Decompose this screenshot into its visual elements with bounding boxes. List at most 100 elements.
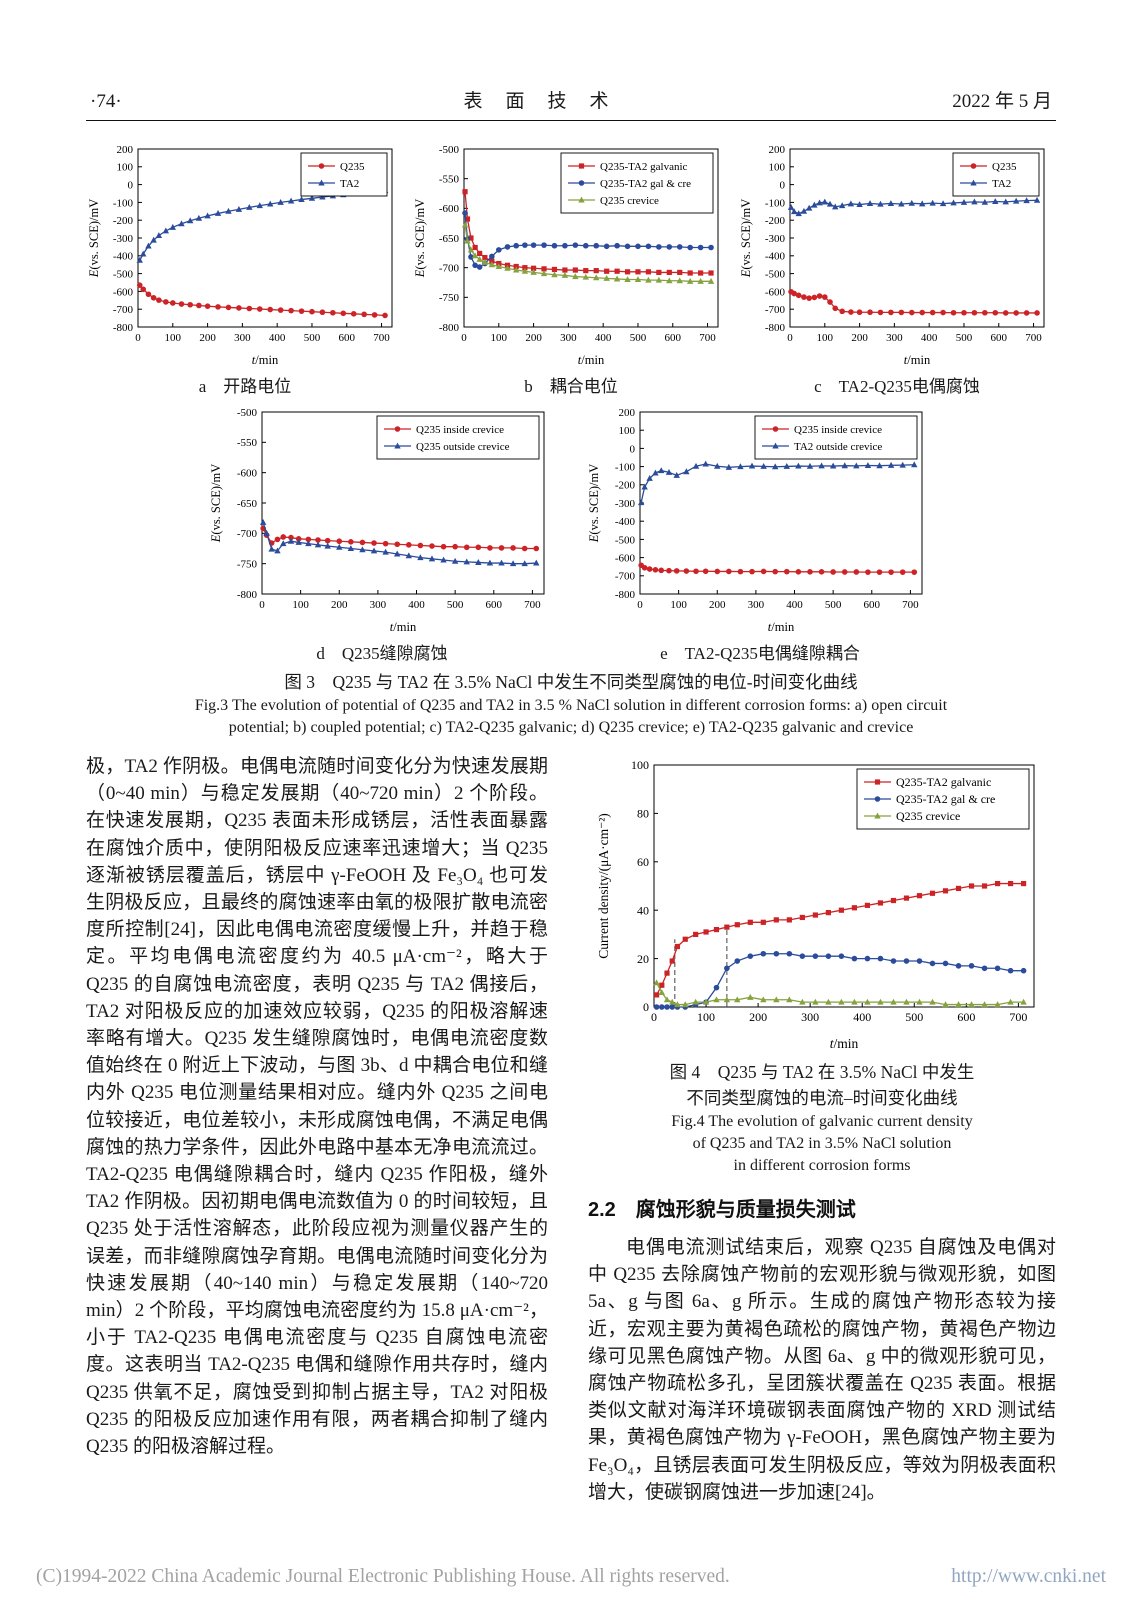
svg-text:-800: -800 bbox=[615, 589, 636, 601]
svg-text:700: 700 bbox=[1009, 1010, 1027, 1024]
svg-text:700: 700 bbox=[699, 332, 716, 344]
svg-text:-800: -800 bbox=[439, 322, 460, 334]
svg-text:-400: -400 bbox=[615, 516, 636, 528]
svg-text:t/min: t/min bbox=[252, 353, 279, 367]
coupled-potential-chart: 0 100 200 300 400 500 600 700 -500 -550 -600 -650 -7… bbox=[413, 144, 719, 367]
svg-text:-800: -800 bbox=[765, 322, 786, 334]
svg-text:-700: -700 bbox=[237, 528, 258, 540]
svg-text:200: 200 bbox=[709, 599, 726, 611]
svg-text:100: 100 bbox=[817, 332, 834, 344]
svg-text:200: 200 bbox=[851, 332, 868, 344]
svg-text:-200: -200 bbox=[615, 480, 636, 492]
svg-text:t/min: t/min bbox=[904, 353, 931, 367]
svg-text:0: 0 bbox=[643, 1000, 649, 1014]
svg-text:Q235 crevice: Q235 crevice bbox=[600, 195, 659, 207]
svg-text:-300: -300 bbox=[615, 498, 636, 510]
svg-text:E(vs. SCE)/mV: E(vs. SCE)/mV bbox=[209, 464, 223, 543]
svg-text:-550: -550 bbox=[439, 174, 460, 186]
svg-text:-800: -800 bbox=[237, 589, 258, 601]
svg-text:0: 0 bbox=[651, 1010, 657, 1024]
svg-text:-700: -700 bbox=[765, 304, 786, 316]
svg-text:-500: -500 bbox=[765, 268, 786, 280]
figure3-chart-d: 0 100 200 300 400 500 600 700 -500 -550 -600 -650 -7… bbox=[208, 404, 556, 663]
svg-text:600: 600 bbox=[864, 599, 881, 611]
svg-text:Q235 crevice: Q235 crevice bbox=[896, 809, 960, 823]
chart-sublabel-d: d Q235缝隙腐蚀 bbox=[316, 644, 448, 663]
svg-text:0: 0 bbox=[128, 179, 134, 191]
chart-sublabel-e: e TA2-Q235电偶缝隙耦合 bbox=[660, 644, 860, 663]
svg-text:200: 200 bbox=[769, 144, 786, 156]
svg-text:60: 60 bbox=[637, 855, 649, 869]
svg-text:0: 0 bbox=[259, 599, 265, 611]
figure4-caption-cn-line1: 图 4 Q235 与 TA2 在 3.5% NaCl 中发生 bbox=[669, 1062, 975, 1082]
ta2-q235-galvanic-chart: 0 100 200 300 400 500 600 700 200 100 0 -100 -200 -30… bbox=[739, 144, 1045, 367]
section-2-2-paragraph: 电偶电流测试结束后，观察 Q235 自腐蚀及电偶对中 Q235 去除腐蚀产物前的… bbox=[588, 1237, 1056, 1503]
svg-text:100: 100 bbox=[631, 758, 649, 772]
svg-text:0: 0 bbox=[787, 332, 793, 344]
svg-text:-750: -750 bbox=[237, 559, 258, 571]
svg-text:Q235-TA2 gal & cre: Q235-TA2 gal & cre bbox=[896, 792, 995, 806]
figure4-caption-en-line2: of Q235 and TA2 in 3.5% NaCl solution bbox=[692, 1135, 952, 1152]
svg-text:0: 0 bbox=[135, 332, 141, 344]
svg-text:500: 500 bbox=[304, 332, 321, 344]
svg-text:600: 600 bbox=[339, 332, 356, 344]
svg-text:200: 200 bbox=[331, 599, 348, 611]
journal-title: 表 面 技 术 bbox=[463, 91, 611, 112]
svg-text:100: 100 bbox=[619, 425, 636, 437]
svg-text:700: 700 bbox=[1025, 332, 1042, 344]
svg-text:-700: -700 bbox=[113, 304, 134, 316]
svg-text:Current density/(μA·cm⁻²): Current density/(μA·cm⁻²) bbox=[596, 813, 611, 959]
svg-text:Q235-TA2 galvanic: Q235-TA2 galvanic bbox=[896, 775, 991, 789]
svg-text:-700: -700 bbox=[439, 263, 460, 275]
svg-text:-500: -500 bbox=[615, 534, 636, 546]
svg-text:-650: -650 bbox=[237, 498, 258, 510]
svg-text:-100: -100 bbox=[765, 197, 786, 209]
svg-text:Q235 inside crevice: Q235 inside crevice bbox=[794, 424, 882, 436]
svg-text:t/min: t/min bbox=[768, 620, 795, 634]
svg-text:500: 500 bbox=[905, 1010, 923, 1024]
svg-text:-400: -400 bbox=[765, 251, 786, 263]
footer-cnki-link[interactable]: http://www.cnki.net bbox=[951, 1566, 1106, 1587]
svg-text:300: 300 bbox=[886, 332, 903, 344]
svg-text:400: 400 bbox=[269, 332, 286, 344]
svg-text:-100: -100 bbox=[113, 197, 134, 209]
svg-text:300: 300 bbox=[560, 332, 577, 344]
svg-text:-800: -800 bbox=[113, 322, 134, 334]
figure3-chart-b: 0 100 200 300 400 500 600 700 -500 -550 -600 -650 -7… bbox=[412, 141, 730, 396]
svg-text:20: 20 bbox=[637, 952, 649, 966]
svg-text:200: 200 bbox=[199, 332, 216, 344]
figure3-caption-en-line1: Fig.3 The evolution of potential of Q235… bbox=[194, 697, 948, 714]
ta2-q235-galvanic-crevice-chart: 0 100 200 300 400 500 600 700 200 100 0 -100 -200 -30… bbox=[587, 407, 923, 634]
svg-text:700: 700 bbox=[902, 599, 919, 611]
svg-text:700: 700 bbox=[524, 599, 541, 611]
svg-text:TA2: TA2 bbox=[992, 178, 1011, 190]
figure4-caption-en-line1: Fig.4 The evolution of galvanic current … bbox=[671, 1113, 973, 1130]
right-column: 0 100 200 300 400 500 600 700 0 20 40 60 80 100 t/min C… bbox=[588, 753, 1056, 1506]
svg-text:500: 500 bbox=[447, 599, 464, 611]
section-2-2-heading: 2.2 腐蚀形貌与质量损失测试 bbox=[588, 1199, 856, 1221]
svg-text:Q235 outside crevice: Q235 outside crevice bbox=[416, 441, 510, 453]
svg-text:t/min: t/min bbox=[830, 1036, 859, 1051]
svg-text:300: 300 bbox=[370, 599, 387, 611]
svg-text:700: 700 bbox=[373, 332, 390, 344]
svg-text:200: 200 bbox=[525, 332, 542, 344]
svg-text:200: 200 bbox=[619, 407, 636, 419]
svg-text:500: 500 bbox=[956, 332, 973, 344]
svg-text:E(vs. SCE)/mV: E(vs. SCE)/mV bbox=[739, 199, 753, 278]
svg-text:300: 300 bbox=[801, 1010, 819, 1024]
left-column: 极，TA2 作阴极。电偶电流随时间变化分为快速发展期（0~40 min）与稳定发… bbox=[86, 753, 548, 1506]
page-header: ·74· 表 面 技 术 2022 年 5 月 bbox=[86, 86, 1056, 120]
svg-text:100: 100 bbox=[670, 599, 687, 611]
svg-text:600: 600 bbox=[665, 332, 682, 344]
figure3-chart-e: 0 100 200 300 400 500 600 700 200 100 0 -100 -200 -30… bbox=[586, 404, 934, 663]
figure3-caption-en-line2: potential; b) coupled potential; c) TA2-… bbox=[228, 719, 914, 736]
svg-text:-200: -200 bbox=[765, 215, 786, 227]
svg-text:-600: -600 bbox=[765, 286, 786, 298]
body-columns: 极，TA2 作阴极。电偶电流随时间变化分为快速发展期（0~40 min）与稳定发… bbox=[86, 753, 1056, 1506]
svg-text:-500: -500 bbox=[113, 268, 134, 280]
galvanic-current-density-chart: 0 100 200 300 400 500 600 700 0 20 40 60 80 100 t/min C… bbox=[596, 758, 1035, 1051]
svg-text:0: 0 bbox=[630, 443, 636, 455]
svg-text:100: 100 bbox=[491, 332, 508, 344]
issue-date: 2022 年 5 月 bbox=[952, 91, 1052, 112]
